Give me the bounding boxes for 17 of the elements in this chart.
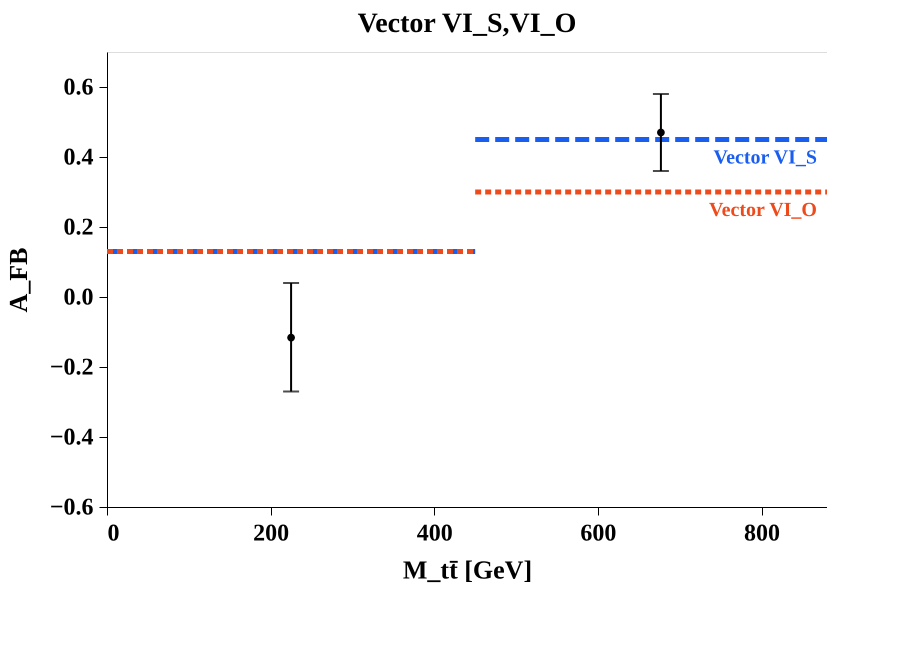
series-label: Vector VI_S	[713, 146, 817, 168]
x-axis-title: M_tt̄ [GeV]	[402, 556, 532, 584]
y-tick-label: 0.0	[64, 284, 94, 310]
x-tick-label: 0	[108, 520, 120, 546]
x-tick-label: 400	[416, 520, 453, 546]
series-label: Vector VI_O	[709, 199, 817, 221]
y-tick-label: 0.6	[64, 74, 94, 100]
y-tick-label: −0.4	[50, 424, 94, 450]
y-axis-title: A_FB	[4, 248, 33, 312]
x-tick-label: 800	[744, 520, 780, 546]
chart-title: Vector VI_S,VI_O	[358, 8, 576, 39]
y-tick-label: 0.2	[64, 214, 94, 240]
y-tick-label: 0.4	[64, 144, 94, 170]
y-tick-label: −0.2	[50, 354, 94, 380]
y-tick-label: −0.6	[50, 494, 94, 520]
x-tick-label: 200	[253, 520, 290, 546]
x-tick-label: 600	[580, 520, 616, 546]
